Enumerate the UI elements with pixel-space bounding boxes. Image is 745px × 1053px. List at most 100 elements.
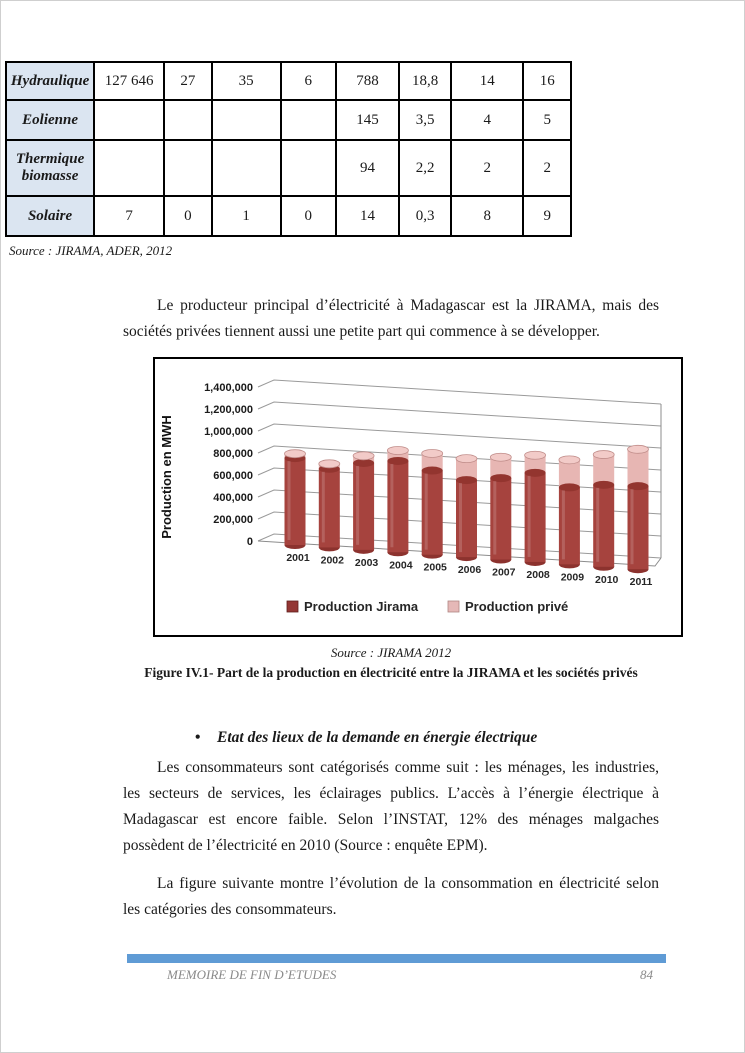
y-tick-label: 200,000 bbox=[213, 514, 253, 526]
y-tick-label: 1,000,000 bbox=[204, 426, 253, 438]
gridline bbox=[257, 401, 662, 427]
bar-segment-jirama bbox=[524, 472, 546, 562]
footer-accent-bar bbox=[127, 954, 666, 963]
x-tick-label: 2005 bbox=[424, 562, 448, 574]
table-cell: 127 646 bbox=[93, 61, 166, 101]
bar-segment-jirama bbox=[456, 480, 477, 558]
table-cell: 7 bbox=[93, 195, 166, 237]
table-cell bbox=[93, 99, 166, 141]
production-chart-svg: 0 200,000 400,000 600,000 800,000 1,000,000 1,… bbox=[159, 379, 662, 614]
table-cell: 788 bbox=[334, 61, 401, 101]
y-axis-title: Production en MWH bbox=[159, 415, 174, 539]
legend-label-jirama: Production Jirama bbox=[304, 599, 419, 614]
production-chart: 0 200,000 400,000 600,000 800,000 1,000,000 1,… bbox=[153, 357, 683, 637]
y-tick-label: 1,400,000 bbox=[204, 382, 253, 394]
table-row: Thermique biomasse 94 2,2 2 2 bbox=[4, 139, 572, 197]
table-row-header: Thermique biomasse bbox=[4, 139, 96, 197]
figure-source: Source : JIRAMA 2012 bbox=[330, 645, 452, 660]
table-cell bbox=[163, 99, 213, 141]
table-cell: 145 bbox=[334, 99, 401, 141]
footer-page-number: 84 bbox=[640, 967, 653, 982]
table-cell: 94 bbox=[334, 139, 401, 197]
x-tick-label: 2009 bbox=[561, 571, 585, 583]
table-row-header: Eolienne bbox=[4, 99, 96, 141]
bar-segment-prive bbox=[627, 449, 649, 487]
chart-bar-2003: 2003 bbox=[352, 451, 379, 569]
table-cell bbox=[210, 99, 282, 141]
gridline bbox=[257, 379, 662, 405]
bar-segment-jirama bbox=[593, 484, 615, 567]
table-row: Eolienne 145 3,5 4 5 bbox=[4, 99, 572, 141]
table-cell: 0,3 bbox=[398, 195, 453, 237]
x-tick-label: 2006 bbox=[458, 564, 482, 576]
page-footer: MEMOIRE DE FIN D’ETUDES 84 bbox=[123, 967, 659, 983]
bar-segment-prive bbox=[593, 454, 615, 485]
table-cell bbox=[163, 139, 213, 197]
bar-segment-jirama bbox=[627, 486, 649, 570]
table-cell: 1 bbox=[210, 195, 282, 237]
table-cell: 3,5 bbox=[398, 99, 453, 141]
table-cell: 35 bbox=[210, 61, 282, 101]
paragraph-figure-suivante: La figure suivante montre l’évolution de… bbox=[123, 875, 659, 918]
y-tick-label: 0 bbox=[247, 536, 253, 548]
y-tick-label: 800,000 bbox=[213, 448, 253, 460]
chart-legend: Production Jirama Production privé bbox=[286, 599, 568, 614]
gridline bbox=[257, 423, 662, 449]
table-cell bbox=[279, 139, 337, 197]
x-tick-label: 2010 bbox=[595, 574, 619, 586]
energy-sources-table: Hydraulique 127 646 27 35 6 788 18,8 14 16 Eolien… bbox=[4, 61, 572, 237]
bullet-icon: • bbox=[195, 729, 201, 746]
chart-bar-2007: 2007 bbox=[489, 452, 516, 579]
table-cell: 8 bbox=[450, 195, 525, 237]
bar-segment-jirama bbox=[318, 468, 340, 548]
chart-bar-2006: 2006 bbox=[455, 454, 482, 576]
y-tick-label: 600,000 bbox=[213, 470, 253, 482]
bar-segment-jirama bbox=[353, 462, 375, 550]
table-cell bbox=[210, 139, 282, 197]
chart-bar-2002: 2002 bbox=[318, 459, 345, 566]
table-body: Hydraulique 127 646 27 35 6 788 18,8 14 16 Eolien… bbox=[4, 61, 572, 237]
x-tick-label: 2003 bbox=[355, 557, 379, 569]
bar-segment-jirama bbox=[387, 460, 409, 553]
chart-bar-2008: 2008 bbox=[524, 450, 550, 581]
table-cell: 6 bbox=[279, 61, 337, 101]
paragraph-producteur: Le producteur principal d’électricité à … bbox=[123, 297, 659, 340]
x-tick-label: 2007 bbox=[492, 567, 516, 579]
x-tick-label: 2001 bbox=[286, 552, 310, 564]
footer-title: MEMOIRE DE FIN D’ETUDES bbox=[167, 967, 337, 982]
bar-segment-jirama bbox=[558, 487, 580, 565]
table-cell: 2 bbox=[522, 139, 572, 197]
bar-segment-jirama bbox=[490, 478, 512, 560]
figure-caption: Figure IV.1- Part de la production en él… bbox=[144, 665, 638, 680]
bar-segment-prive bbox=[524, 455, 546, 473]
table-source: Source : JIRAMA, ADER, 2012 bbox=[9, 243, 173, 258]
table-cell: 0 bbox=[279, 195, 337, 237]
bar-segment-prive bbox=[558, 459, 580, 488]
main-content: Le producteur principal d’électricité à … bbox=[123, 293, 683, 923]
y-tick-label: 400,000 bbox=[213, 492, 253, 504]
x-tick-label: 2011 bbox=[630, 576, 653, 588]
bar-segment-prive bbox=[387, 450, 409, 461]
table-cell: 2 bbox=[450, 139, 525, 197]
table-cell: 4 bbox=[450, 99, 525, 141]
table-row: Solaire 7 0 1 0 14 0,3 8 9 bbox=[4, 195, 572, 237]
bullet-text: Etat des lieux de la demande en énergie … bbox=[217, 729, 538, 746]
bar-segment-jirama bbox=[421, 470, 443, 555]
table-cell: 16 bbox=[522, 61, 572, 101]
chart-bar-2001: 2001 bbox=[284, 449, 310, 564]
chart-bar-2009: 2009 bbox=[558, 455, 585, 583]
x-tick-label: 2008 bbox=[526, 569, 550, 581]
bar-segment-jirama bbox=[284, 458, 306, 545]
table-cell bbox=[93, 139, 166, 197]
bullet-item: • Etat des lieux de la demande en énergie… bbox=[123, 725, 659, 751]
chart-bar-2005: 2005 bbox=[421, 449, 448, 574]
table-cell: 9 bbox=[522, 195, 572, 237]
table-cell bbox=[279, 99, 337, 141]
x-tick-label: 2002 bbox=[321, 554, 345, 566]
table-cell: 5 bbox=[522, 99, 572, 141]
bar-segment-prive bbox=[421, 453, 443, 471]
table-cell: 27 bbox=[163, 61, 213, 101]
bar-segment-prive bbox=[456, 458, 477, 481]
y-tick-label: 1,200,000 bbox=[204, 404, 253, 416]
table-row: Hydraulique 127 646 27 35 6 788 18,8 14 16 bbox=[4, 61, 572, 101]
